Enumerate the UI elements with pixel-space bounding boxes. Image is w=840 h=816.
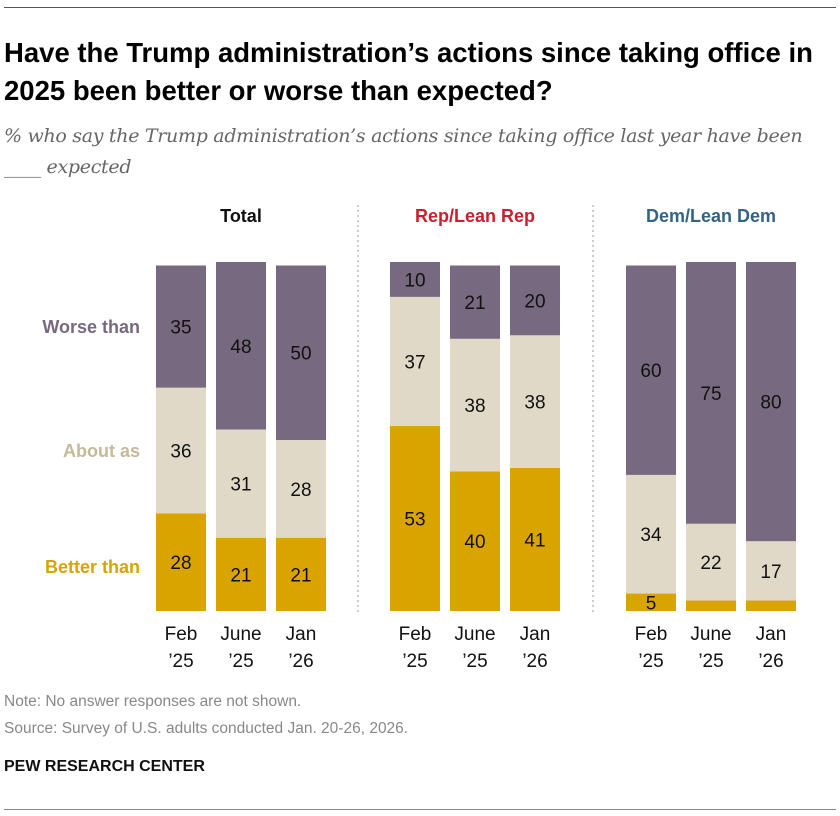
bar-segment (276, 265, 326, 440)
chart-subtitle: % who say the Trump administration’s act… (4, 125, 803, 178)
x-tick-label: ’25 (168, 651, 193, 672)
bar-segment (746, 262, 796, 542)
x-tick-label: ’25 (638, 651, 663, 672)
data-label: 28 (170, 553, 191, 574)
bar-segment (390, 296, 440, 427)
data-label: 21 (464, 293, 485, 314)
data-label: 31 (230, 475, 251, 496)
x-tick-label: Feb (399, 624, 432, 645)
data-label: 60 (640, 361, 661, 382)
brand-logo: PEW RESEARCH CENTER (4, 758, 205, 775)
panel-title: Dem/Lean Dem (646, 206, 776, 226)
x-tick-label: ’26 (758, 651, 783, 672)
data-label: 21 (290, 565, 311, 586)
data-label: 17 (760, 562, 781, 583)
bar-segment (686, 523, 736, 601)
bar-segment (276, 537, 326, 611)
data-label: 53 (404, 510, 425, 531)
data-label: 35 (170, 318, 191, 339)
x-tick-label: ’26 (288, 651, 313, 672)
data-label: 22 (700, 553, 721, 574)
data-label: 34 (640, 525, 662, 546)
x-tick-label: Jan (286, 624, 317, 645)
bar-segment (390, 426, 440, 611)
bar-segment (746, 541, 796, 601)
data-label: 75 (700, 384, 721, 405)
data-label: 50 (290, 344, 311, 365)
panel-title: Rep/Lean Rep (415, 206, 535, 226)
bar-segment (156, 513, 206, 611)
data-label: 48 (230, 337, 251, 358)
bar-segment (686, 600, 736, 611)
legend-label: About as (63, 441, 140, 461)
data-label: 37 (404, 352, 425, 373)
bar-segment (216, 262, 266, 430)
source: Source: Survey of U.S. adults conducted … (4, 720, 409, 737)
data-label: 40 (464, 532, 485, 553)
data-label: 28 (290, 480, 311, 501)
x-tick-label: ’25 (402, 651, 427, 672)
x-tick-label: ’25 (462, 651, 487, 672)
bar-segment (510, 335, 560, 468)
bar-segment (156, 265, 206, 388)
data-label: 20 (524, 291, 545, 312)
x-tick-label: ’26 (522, 651, 547, 672)
bar-segment (626, 593, 676, 611)
bar-segment (276, 439, 326, 538)
bar-segment (510, 265, 560, 336)
bar-segment (626, 265, 676, 475)
stacked-bar-chart: Better than About as Worse than Total 28 36 35… (42, 205, 796, 672)
bar-segment (450, 338, 500, 472)
x-tick-label: Jan (520, 624, 551, 645)
x-tick-label: June (690, 624, 731, 645)
x-tick-label: ’25 (698, 651, 723, 672)
data-label: 38 (464, 396, 485, 417)
bar-segment (450, 265, 500, 339)
bar-segment (686, 262, 736, 524)
x-tick-label: June (454, 624, 495, 645)
chart-title: Have the Trump administration’s actions … (4, 37, 813, 106)
data-label: 36 (170, 441, 191, 462)
x-tick-label: June (220, 624, 261, 645)
data-label: 21 (230, 565, 251, 586)
legend-label: Worse than (42, 317, 140, 337)
data-label: 5 (646, 593, 657, 614)
bar-segment (390, 262, 440, 297)
bar-segment (216, 429, 266, 538)
bar-segment (626, 474, 676, 594)
panel-title: Total (220, 206, 262, 226)
x-tick-label: Feb (635, 624, 668, 645)
bar-segment (450, 471, 500, 611)
bar-segment (746, 600, 796, 611)
bar-segment (216, 537, 266, 611)
top-rule (4, 7, 836, 8)
bottom-rule (4, 809, 836, 810)
data-label: 10 (404, 270, 425, 291)
x-tick-label: Jan (756, 624, 787, 645)
data-label: 38 (524, 393, 545, 414)
bar-segment (510, 467, 560, 611)
data-label: 80 (760, 393, 781, 414)
x-tick-label: ’25 (228, 651, 253, 672)
note: Note: No answer responses are not shown. (4, 693, 302, 710)
bar-segment (156, 387, 206, 514)
x-tick-label: Feb (165, 624, 198, 645)
legend-label: Better than (45, 557, 140, 577)
data-label: 41 (524, 530, 545, 551)
